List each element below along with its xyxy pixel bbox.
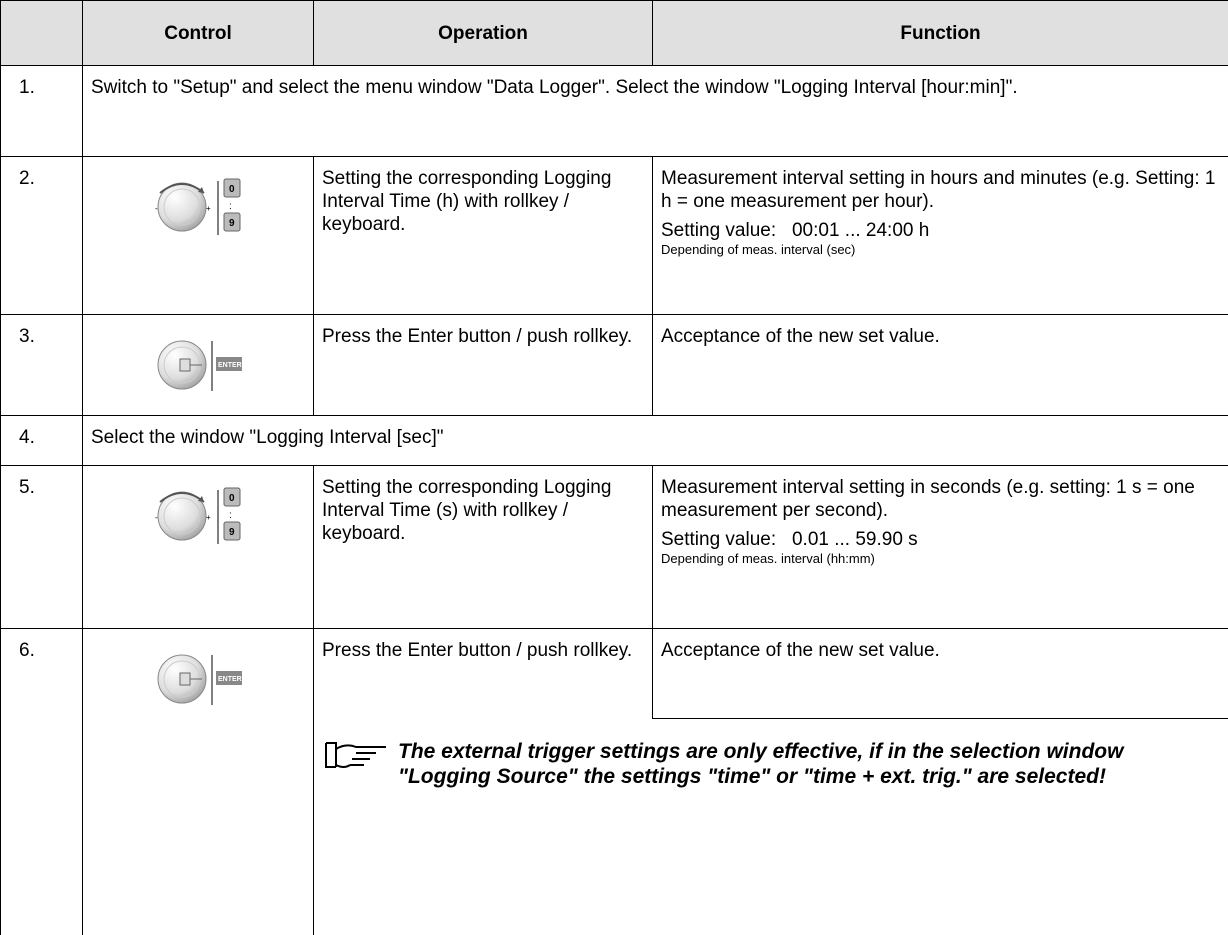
step-number: 4. bbox=[0, 415, 83, 466]
step-number: 3. bbox=[0, 314, 83, 416]
row: 3. Press the Enter button / push rollkey… bbox=[0, 314, 1228, 416]
rollkey-keyboard-icon bbox=[152, 175, 244, 237]
header-cell: Function bbox=[652, 0, 1228, 66]
setting: Setting value: 0.01 ... 59.90 s bbox=[661, 528, 1220, 551]
step-number: 5. bbox=[0, 465, 83, 629]
enter-icon bbox=[152, 333, 244, 395]
note-text: The external trigger settings are only e… bbox=[398, 740, 1124, 788]
header-cell bbox=[0, 0, 83, 66]
control bbox=[82, 156, 314, 315]
row: 1. Switch to "Setup" and select the menu… bbox=[0, 65, 1228, 157]
row: 5. Setting the corresponding Logging Int… bbox=[0, 465, 1228, 629]
step-number: 6. bbox=[0, 628, 83, 935]
header-cell: Control bbox=[82, 0, 314, 66]
function-text: Measurement interval setting in hours an… bbox=[661, 168, 1216, 212]
hand-icon bbox=[325, 742, 386, 768]
step-number: 1. bbox=[0, 65, 83, 157]
step-text: Select the window "Logging Interval [sec… bbox=[82, 415, 1228, 466]
setting-note: Depending of meas. interval (hh:mm) bbox=[661, 551, 875, 566]
row: 2. Setting the corresponding Logging Int… bbox=[0, 156, 1228, 315]
function: Measurement interval setting in hours an… bbox=[652, 156, 1228, 315]
operation: Press the Enter button / push rollkey. bbox=[313, 314, 653, 416]
setting: Setting value: 00:01 ... 24:00 h bbox=[661, 219, 1220, 242]
setting-value: 00:01 ... 24:00 h bbox=[791, 220, 930, 241]
step-text: Switch to "Setup" and select the menu wi… bbox=[82, 65, 1228, 157]
row: 6. Press the Enter button / push rollkey… bbox=[0, 628, 1228, 935]
header-row: Control Operation Function bbox=[0, 0, 1228, 66]
control bbox=[82, 465, 314, 629]
operation: Setting the corresponding Logging Interv… bbox=[313, 465, 653, 629]
control bbox=[82, 628, 314, 935]
step-number: 2. bbox=[0, 156, 83, 315]
operation: Press the Enter button / push rollkey. bbox=[313, 628, 653, 719]
function: Measurement interval setting in seconds … bbox=[652, 465, 1228, 629]
setting-note: Depending of meas. interval (sec) bbox=[661, 242, 856, 257]
function: Acceptance of the new set value. bbox=[652, 314, 1228, 416]
row: 4. Select the window "Logging Interval [… bbox=[0, 415, 1228, 466]
control bbox=[82, 314, 314, 416]
note-cell: The external trigger settings are only e… bbox=[313, 718, 1228, 935]
note: The external trigger settings are only e… bbox=[314, 719, 1228, 789]
operation: Setting the corresponding Logging Interv… bbox=[313, 156, 653, 315]
rollkey-keyboard-icon bbox=[152, 484, 244, 546]
setting-label: Setting value: bbox=[661, 220, 777, 241]
header-cell: Operation bbox=[313, 0, 653, 66]
setting-value: 0.01 ... 59.90 s bbox=[791, 529, 918, 550]
enter-icon bbox=[152, 647, 244, 709]
setting-label: Setting value: bbox=[661, 529, 777, 550]
function-text: Measurement interval setting in seconds … bbox=[661, 477, 1195, 521]
row: The external trigger settings are only e… bbox=[1, 718, 1228, 935]
function: Acceptance of the new set value. bbox=[652, 628, 1228, 719]
